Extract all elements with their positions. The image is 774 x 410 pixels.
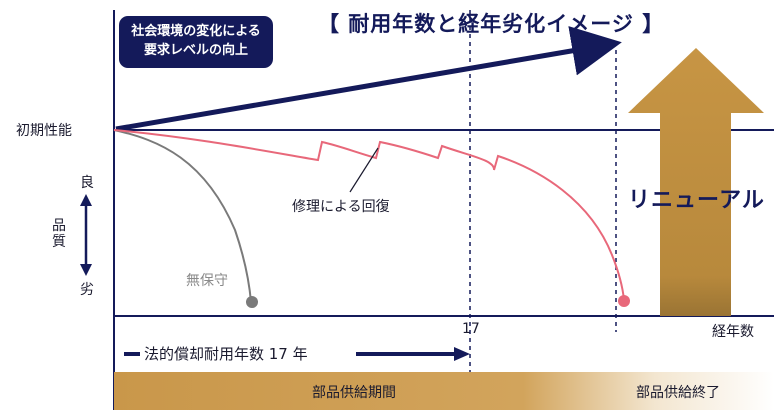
legal-life-label: 法的償却耐用年数 17 年 [144, 345, 308, 363]
quality-down-arrowhead [80, 264, 92, 276]
callout-line-1: 社会環境の変化による [131, 24, 261, 39]
repair-endpoint [618, 295, 630, 307]
renewal-label: リニューアル [628, 188, 765, 213]
quality-good-label: 良 [80, 175, 94, 191]
initial-performance-label: 初期性能 [16, 123, 72, 139]
diagram-title: 【 耐用年数と経年劣化イメージ 】 [318, 12, 665, 36]
quality-up-arrowhead [80, 194, 92, 206]
requirement-callout: 社会環境の変化による 要求レベルの向上 [119, 16, 273, 68]
x-tick-17: 17 [462, 321, 480, 337]
callout-line-2: 要求レベルの向上 [143, 43, 248, 58]
no-maintenance-label: 無保守 [186, 273, 228, 289]
quality-bad-label: 劣 [80, 282, 94, 298]
repair-leader-line [349, 147, 379, 193]
requirement-level-arrow [115, 26, 622, 132]
parts-supply-bar [114, 372, 774, 410]
supply-period-label: 部品供給期間 [312, 385, 396, 401]
no-maintenance-endpoint [246, 296, 258, 308]
repair-label: 修理による回復 [292, 199, 390, 215]
supply-end-label: 部品供給終了 [636, 385, 720, 401]
no-maintenance-curve [113, 129, 252, 303]
quality-label: 品質 [52, 218, 66, 250]
renewal-arrow [628, 48, 764, 316]
legal-life-arrowhead [454, 347, 470, 361]
x-axis-label: 経年数 [712, 324, 754, 340]
repair-curve [113, 129, 625, 301]
